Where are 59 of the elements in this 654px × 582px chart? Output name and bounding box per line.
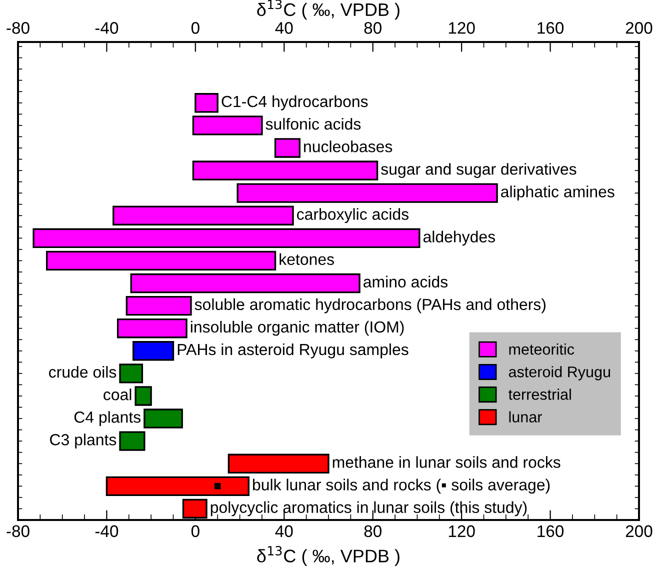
legend-label: lunar [509, 411, 542, 422]
x2-tick-label: -80 [6, 22, 30, 34]
x2-tick-label: 160 [538, 22, 564, 34]
x-tick-label: -40 [95, 525, 118, 538]
bar [119, 431, 146, 451]
y-tick-label: ketones [280, 253, 334, 265]
x2-tick-label: 80 [364, 22, 382, 34]
bar [134, 386, 152, 406]
bar [144, 408, 183, 428]
bar [32, 228, 420, 248]
bar [274, 138, 301, 158]
y-tick-label: sulfonic acids [266, 118, 361, 130]
x-tick-label: 120 [448, 525, 475, 538]
legend-label: asteroid Ryugu [508, 366, 610, 380]
bar [119, 364, 144, 384]
x-tick-label: 200 [626, 525, 652, 538]
x-tick-label: 40 [275, 525, 293, 538]
x2-tick-label: -40 [95, 22, 118, 34]
y-tick-label: C4 plants [74, 411, 141, 426]
x2-tick-label: 120 [448, 22, 475, 34]
bar [192, 116, 263, 136]
bar [112, 206, 294, 226]
x2-tick-label: 0 [191, 22, 200, 34]
legend-label: terrestrial [508, 388, 571, 400]
bar [106, 476, 250, 496]
y-tick-label: soluble aromatic hydrocarbons (PAHs and others) [194, 298, 546, 314]
x-tick-label: 160 [538, 525, 564, 538]
bar [126, 296, 192, 316]
x-tick-label: 80 [364, 525, 382, 538]
y-tick-label: methane in lunar soils and rocks [332, 456, 560, 468]
y-tick-label: C3 plants [50, 434, 116, 449]
bar [192, 160, 378, 180]
y-tick-label: crude oils [49, 366, 116, 378]
y-tick-label: carboxylic acids [297, 208, 408, 224]
x-tick-label: -80 [6, 525, 30, 538]
x2-axis-title: δ$^{13}$C ( ‰, VPDB ) [257, 0, 400, 20]
x2-tick-label: 40 [275, 22, 293, 34]
y-tick-label: C1-C4 hydrocarbons [222, 95, 368, 110]
y-tick-label: nucleobases [304, 140, 392, 152]
y-tick-label: insoluble organic matter (IOM) [190, 320, 404, 336]
y-tick-label: sugar and sugar derivatives [381, 163, 576, 178]
y-tick-label: polycyclic aromatics in lunar soils (this study) [210, 501, 527, 516]
bar [116, 318, 188, 338]
x2-tick-label: 200 [626, 22, 652, 34]
bar [228, 454, 330, 474]
bar [236, 183, 498, 203]
legend-label: meteoritic [509, 344, 574, 355]
bar [132, 341, 174, 361]
bar [130, 273, 360, 294]
y-tick-label: aliphatic amines [501, 186, 614, 201]
y-tick-label: bulk lunar soils and rocks (▪ soils average) [253, 478, 550, 494]
y-tick-label: amino acids [364, 276, 448, 288]
y-tick-label: coal [104, 388, 132, 400]
x-tick-label: 0 [191, 525, 200, 538]
y-tick-label: PAHs in asteroid Ryugu samples [178, 343, 408, 358]
bar [194, 93, 218, 113]
x-axis-title: δ$^{13}$C ( ‰, VPDB ) [257, 546, 400, 566]
y-tick-label: aldehydes [423, 230, 495, 246]
bar [46, 250, 276, 271]
